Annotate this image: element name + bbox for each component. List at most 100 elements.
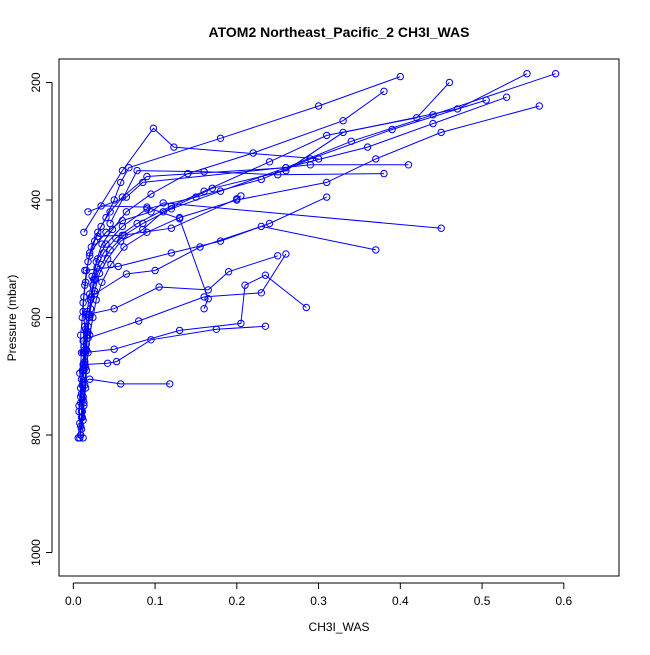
data-point [95,269,104,278]
data-point [85,310,93,319]
data-point [81,360,89,369]
data-point [122,193,131,201]
data-point [147,190,155,198]
data-point [91,275,100,283]
series-line [83,274,307,354]
data-point [117,380,125,388]
x-tick-label: 0.2 [228,594,245,608]
data-point [94,255,102,263]
data-point [274,171,282,179]
data-point [99,249,108,257]
data-point [261,322,270,330]
series-line [94,225,376,295]
x-tick-label: 0.0 [65,594,82,608]
series-20 [106,166,388,228]
data-point [106,208,114,216]
data-point [204,295,212,303]
series-15 [81,193,331,275]
data-point [216,237,225,245]
data-point [110,345,118,353]
data-point [184,169,192,178]
series-line [87,253,287,339]
series-layer [74,70,560,442]
series-line [84,325,266,365]
data-point [523,70,531,78]
data-point [175,326,184,335]
data-point [86,375,94,383]
y-tick-label: 1000 [29,539,43,566]
data-point [159,199,167,207]
data-point [167,205,176,213]
data-point [117,178,125,187]
data-point [80,228,88,237]
data-point [84,208,92,216]
data-point [551,70,560,78]
data-point [151,266,159,275]
data-point [102,228,110,237]
data-point [380,87,388,96]
data-point [302,303,310,312]
data-point [120,243,128,251]
data-point [323,178,331,187]
data-point [143,203,151,211]
data-point [339,128,347,137]
data-point [380,169,388,178]
data-point [118,231,127,240]
data-point [396,72,404,81]
data-point [102,213,110,222]
series-18 [94,192,245,241]
x-tick-label: 0.3 [310,594,327,608]
series-11 [79,271,310,357]
data-point [118,216,127,225]
data-point [237,319,245,328]
data-point [106,246,114,254]
data-point [133,166,141,175]
data-point [167,249,176,257]
data-point [143,172,151,181]
data-point [102,240,110,248]
data-point [139,178,147,187]
data-point [98,278,106,286]
data-point [257,289,265,297]
data-point [347,137,355,146]
data-point [94,228,102,237]
data-point [103,359,112,367]
data-point [77,399,85,407]
data-point [97,260,105,269]
data-point [118,222,127,231]
data-point [122,208,131,216]
data-point [224,268,233,276]
data-point [216,134,225,143]
data-point [208,184,217,193]
data-point [502,93,511,101]
series-17 [97,202,212,313]
data-point [81,281,89,289]
data-point [79,299,87,307]
data-point [77,425,86,433]
data-point [75,407,83,416]
series-9 [79,375,174,388]
chart-title: ATOM2 Northeast_Pacific_2 CH3I_WAS [209,24,470,40]
y-tick-label: 400 [29,190,43,210]
data-point [216,187,225,195]
data-point [167,224,176,232]
data-point [94,232,102,241]
data-point [282,250,290,258]
x-tick-label: 0.5 [474,594,491,608]
data-point [314,155,323,163]
data-point [237,192,245,200]
data-point [118,166,127,175]
data-point [112,357,121,366]
data-point [265,158,274,166]
data-point [363,143,372,151]
data-point [79,349,87,357]
data-point [149,124,158,133]
data-point [323,193,331,201]
series-line [84,196,327,271]
series-line [83,127,319,233]
data-point [372,246,380,254]
data-point [339,117,347,125]
series-line [86,255,278,316]
data-point [429,119,437,128]
